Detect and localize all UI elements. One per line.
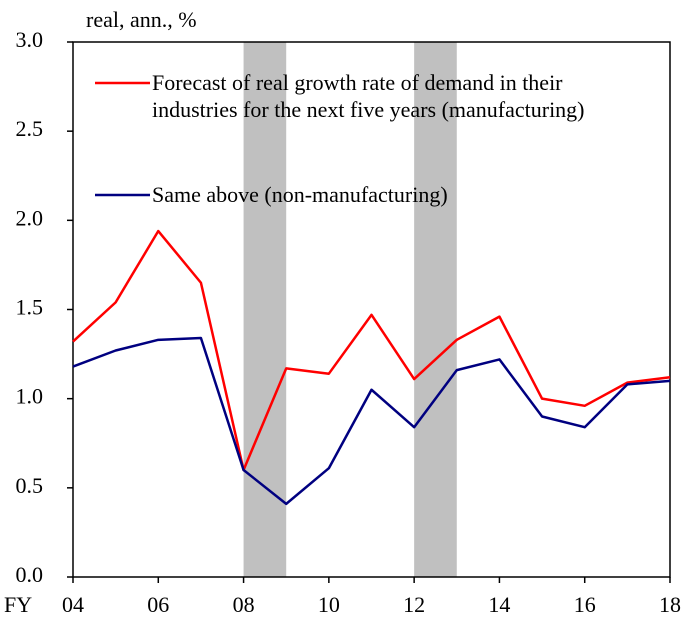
y-tick-label: 2.0 (16, 205, 44, 230)
x-axis-label: FY (4, 592, 32, 617)
series-line (72, 336, 671, 506)
x-tick-label: 10 (318, 592, 340, 617)
y-tick-label: 1.5 (16, 295, 44, 320)
x-tick-label: 14 (488, 592, 510, 617)
legend-label: Same above (non-manufacturing) (152, 182, 448, 207)
x-tick-label: 06 (147, 592, 169, 617)
y-tick-label: 3.0 (16, 27, 44, 52)
y-tick-label: 2.5 (16, 116, 44, 141)
x-tick-label: 16 (574, 592, 596, 617)
y-tick-label: 0.0 (16, 562, 44, 587)
shaded-period (414, 42, 457, 577)
x-tick-label: 04 (62, 592, 84, 617)
y-axis-label: real, ann., % (86, 7, 197, 32)
x-tick-label: 18 (659, 592, 681, 617)
y-tick-label: 1.0 (16, 384, 44, 409)
y-tick-label: 0.5 (16, 473, 44, 498)
x-tick-label: 12 (403, 592, 425, 617)
x-tick-label: 08 (233, 592, 255, 617)
series-line (72, 229, 671, 472)
legend-label: Forecast of real growth rate of demand i… (152, 70, 585, 122)
